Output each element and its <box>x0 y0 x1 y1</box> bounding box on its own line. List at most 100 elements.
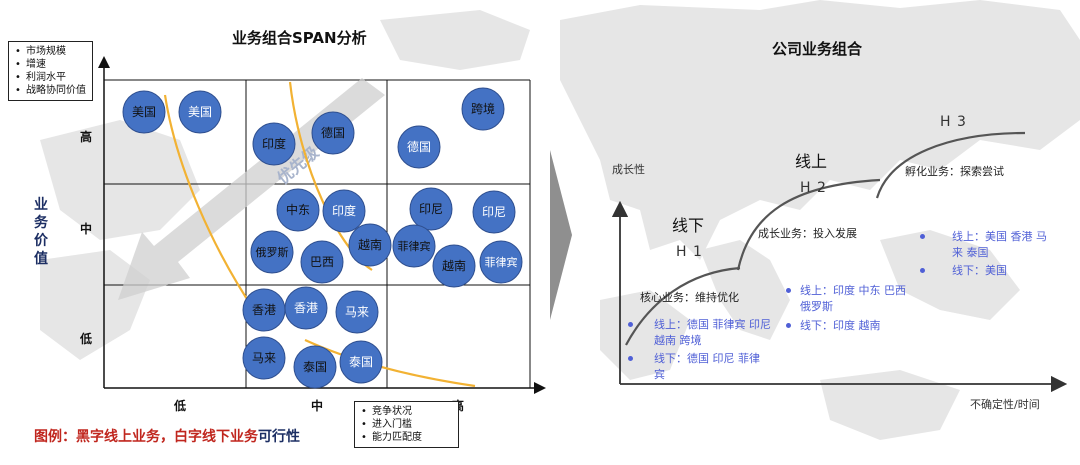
country-bubble: 泰国 <box>293 345 337 389</box>
country-bubble: 印度 <box>252 122 296 166</box>
bubble-circle <box>479 240 523 284</box>
criteria-capability-fit: 能力匹配度 <box>361 431 453 444</box>
country-bubble: 俄罗斯 <box>250 230 294 274</box>
h2-offline-list: 线下：印度 越南 <box>800 319 881 332</box>
bubble-circle <box>311 111 355 155</box>
bubble-label: 香港 <box>294 301 318 315</box>
country-bubble: 马来 <box>335 290 379 334</box>
bubble-label: 菲律宾 <box>485 255 518 269</box>
y-axis-title: 业务价值 <box>34 197 48 267</box>
feasibility-criteria-box: 竞争状况 进入门槛 能力匹配度 <box>354 401 459 448</box>
h1-online-list: 线上：德国 菲律宾 印尼 越南 跨境 <box>654 318 771 347</box>
bubble-label: 越南 <box>442 258 466 273</box>
bubble-label: 巴西 <box>310 255 334 269</box>
criteria-profit: 利润水平 <box>15 71 87 84</box>
country-bubble: 德国 <box>397 125 441 169</box>
country-bubble: 菲律宾 <box>392 224 436 268</box>
legend-caption-feasibility: 可行性 <box>258 429 300 445</box>
country-bubble: 越南 <box>348 223 392 267</box>
bubble-circle <box>293 345 337 389</box>
country-bubble: 德国 <box>311 111 355 155</box>
country-bubble: 印尼 <box>472 190 516 234</box>
country-bubble: 美国 <box>178 90 222 134</box>
bubble-label: 菲律宾 <box>398 239 431 253</box>
x-tick-mid: 中 <box>311 399 324 413</box>
bubble-circle <box>472 190 516 234</box>
value-criteria-box: 市场规模 增速 利润水平 战略协同价值 <box>8 41 93 101</box>
bullet-dot <box>920 268 925 273</box>
country-bubble: 印度 <box>322 189 366 233</box>
bubble-label: 中东 <box>286 202 310 217</box>
h1-offline-list: 线下：德国 印尼 菲律宾 <box>654 352 760 381</box>
h3-online-list: 线上：美国 香港 马来 泰国 <box>952 230 1047 259</box>
h3-desc: 孵化业务：探索尝试 <box>905 165 1004 178</box>
country-bubble: 跨境 <box>461 87 505 131</box>
bubble-circle <box>461 87 505 131</box>
bubble-circle <box>322 189 366 233</box>
bubble-label: 德国 <box>407 139 431 154</box>
bubble-label: 泰国 <box>303 360 327 374</box>
bubble-circle <box>122 90 166 134</box>
h2-desc: 成长业务：投入发展 <box>758 227 857 240</box>
bubble-label: 印度 <box>262 136 286 151</box>
bubble-label: 马来 <box>345 305 369 319</box>
country-bubble: 香港 <box>284 286 328 330</box>
bubble-label: 越南 <box>358 237 382 252</box>
bubble-label: 美国 <box>188 105 212 119</box>
country-bubble: 香港 <box>242 288 286 332</box>
bubble-circle <box>335 290 379 334</box>
matrix-grid <box>104 79 531 388</box>
h3-offline-list: 线下：美国 <box>952 264 1007 277</box>
horizon-chart <box>611 131 1068 393</box>
bubble-label: 印度 <box>332 203 356 218</box>
bubble-label: 美国 <box>132 105 156 119</box>
bubble-circle <box>300 240 344 284</box>
country-bubble: 印尼 <box>409 187 453 231</box>
bubble-circle <box>392 224 436 268</box>
bubble-label: 俄罗斯 <box>256 246 289 259</box>
bullet-dot <box>786 288 791 293</box>
criteria-entry-barrier: 进入门槛 <box>361 418 453 431</box>
h2-code: H 2 <box>800 180 827 196</box>
chevron-right-icon <box>550 150 572 320</box>
horizon-curves <box>625 131 1026 346</box>
legend-caption-main: 图例：黑字线上业务，白字线下业务 <box>34 429 258 445</box>
country-bubble: 泰国 <box>339 340 383 384</box>
uncertainty-axis-label: 不确定性/时间 <box>970 398 1040 411</box>
span-analysis-title: 业务组合SPAN分析 <box>232 29 367 47</box>
bullet-dot <box>628 322 633 327</box>
y-tick-mid: 中 <box>80 222 93 236</box>
bullet-dot <box>628 356 633 361</box>
bubble-label: 印尼 <box>482 205 506 219</box>
bubble-circle <box>252 122 296 166</box>
growth-axis-label: 成长性 <box>612 163 645 176</box>
bubble-circle <box>348 223 392 267</box>
bubble-circle <box>242 336 286 380</box>
y-tick-high: 高 <box>80 130 93 144</box>
bubble-label: 跨境 <box>471 101 495 116</box>
y-tick-low: 低 <box>80 332 93 346</box>
criteria-competition: 竞争状况 <box>361 405 453 418</box>
criteria-strategic-synergy: 战略协同价值 <box>15 84 87 97</box>
bubble-circle <box>250 230 294 274</box>
bubble-circle <box>397 125 441 169</box>
h1-desc: 核心业务：维持优化 <box>640 291 739 304</box>
bubble-circle <box>339 340 383 384</box>
bubble-layer: 美国 美国印度德国德国跨境中东 印度 印尼 印尼俄罗斯巴西越南 菲律宾越南 菲律宾香港 香港马… <box>122 87 523 389</box>
bullet-dot <box>920 234 925 239</box>
bubble-circle <box>284 286 328 330</box>
country-bubble: 马来 <box>242 336 286 380</box>
bubble-label: 香港 <box>252 303 276 317</box>
bubble-circle <box>432 244 476 288</box>
h2-online-list: 线上：印度 中东 巴西 俄罗斯 <box>800 284 906 313</box>
x-tick-low: 低 <box>174 399 187 413</box>
legend-caption: 图例：黑字线上业务，白字线下业务可行性 <box>34 426 300 446</box>
bubble-circle <box>276 188 320 232</box>
bubble-circle <box>409 187 453 231</box>
criteria-market-size: 市场规模 <box>15 45 87 58</box>
h2-stage-label: 线上 <box>795 152 828 171</box>
bubble-label: 德国 <box>321 125 345 140</box>
h1-stage-label: 线下 <box>672 216 705 235</box>
